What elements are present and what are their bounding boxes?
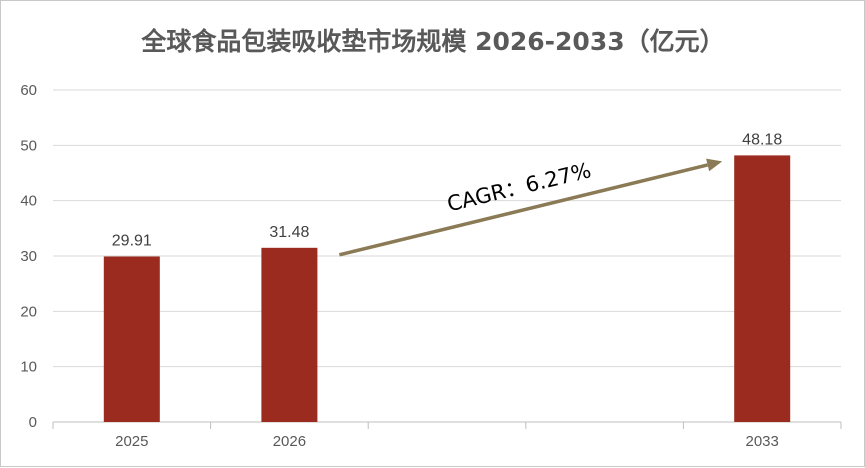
y-tick-label: 50 <box>20 137 37 154</box>
data-label-2026: 31.48 <box>269 224 309 241</box>
gridlines <box>53 89 841 423</box>
cagr-arrow-shaft <box>338 163 709 257</box>
data-label-2025: 29.91 <box>112 232 152 249</box>
y-tick-label: 10 <box>20 359 37 376</box>
data-labels: 29.91 31.48 48.18 <box>112 131 783 249</box>
y-axis-ticks: 0 10 20 30 40 50 60 <box>20 82 37 431</box>
bar-2033 <box>734 155 791 423</box>
bars <box>103 155 791 423</box>
y-tick-label: 20 <box>20 303 37 320</box>
y-tick-label: 60 <box>20 82 37 99</box>
bar-2026 <box>261 247 318 422</box>
cagr-annotation: CAGR：6.27% <box>338 158 723 257</box>
x-tick-label: 2025 <box>115 433 148 450</box>
chart-title: 全球食品包装吸收垫市场规模 2026-2033（亿元） <box>140 27 724 56</box>
x-tick-label: 2033 <box>746 433 779 450</box>
x-axis-ticks: 2025 2026 2033 <box>52 422 842 450</box>
cagr-arrow-head <box>706 158 723 172</box>
y-tick-label: 30 <box>20 248 37 265</box>
bar-2025 <box>103 256 160 422</box>
y-tick-label: 0 <box>29 414 37 431</box>
data-label-2033: 48.18 <box>742 131 782 148</box>
x-tick-label: 2026 <box>273 433 306 450</box>
y-tick-label: 40 <box>20 193 37 210</box>
cagr-label: CAGR：6.27% <box>445 158 594 216</box>
